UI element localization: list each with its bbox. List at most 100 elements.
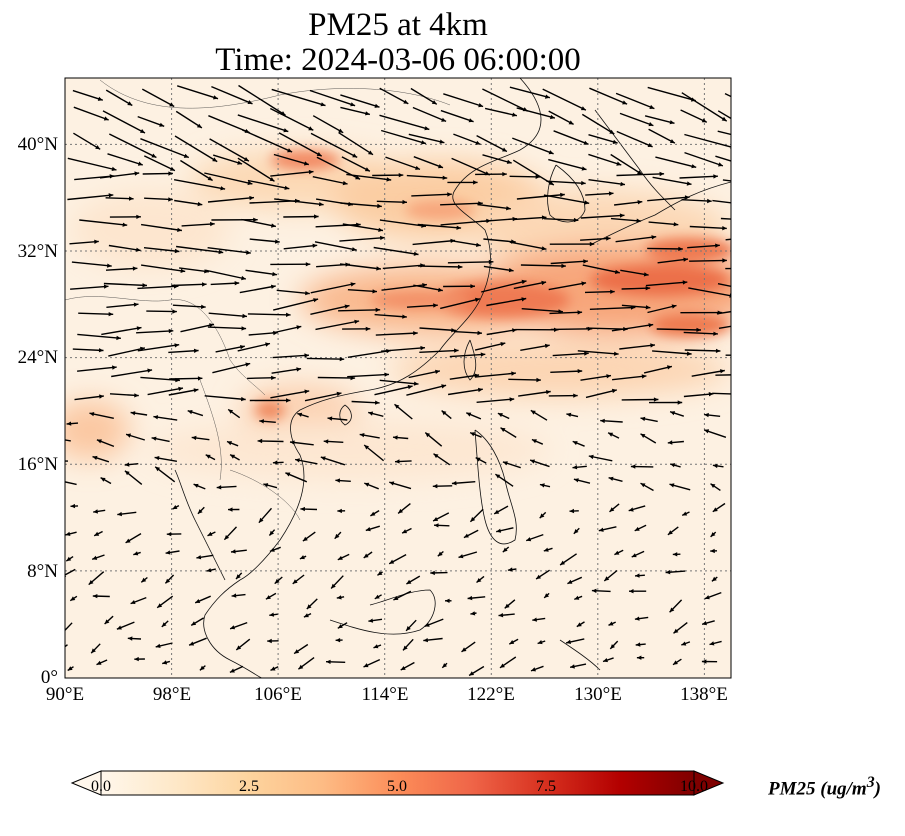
wind-vector (619, 344, 656, 350)
wind-vector (482, 154, 512, 164)
wind-vector-head (681, 641, 687, 646)
wind-vector-head (154, 456, 160, 461)
wind-vector-head (403, 99, 409, 104)
wind-vector (105, 197, 134, 200)
wind-vector-head (606, 236, 611, 241)
wind-vector (78, 312, 114, 315)
wind-vector-head (355, 175, 361, 180)
wind-vector-head (509, 640, 515, 645)
wind-vector-head (302, 536, 308, 542)
wind-vector-head (350, 102, 356, 107)
wind-vector (314, 241, 357, 251)
lon-label-122: 122°E (467, 684, 515, 705)
wind-vector (509, 86, 551, 99)
wind-vector (108, 347, 146, 357)
wind-vector-head (463, 533, 469, 538)
wind-vector (237, 157, 275, 182)
wind-vector (520, 264, 566, 267)
wind-vector-head (155, 643, 161, 648)
wind-vector-head (591, 588, 597, 593)
wind-vector-head (304, 389, 310, 394)
wind-vector (411, 193, 452, 197)
wind-vector-head (241, 326, 247, 331)
wind-vector-head (750, 137, 755, 141)
wind-vector (312, 176, 348, 185)
wind-vector-head (228, 409, 234, 414)
wind-vector-head (271, 223, 276, 228)
wind-vector-head (584, 200, 590, 205)
wind-vector-head (610, 644, 615, 649)
wind-vector-head (292, 579, 298, 584)
wind-vector-head (199, 665, 205, 671)
wind-vector (180, 159, 213, 182)
wind-vector-head (228, 507, 233, 512)
wind-vector (684, 151, 724, 167)
wind-vector (657, 258, 689, 264)
wind-vector-head (413, 381, 419, 386)
wind-vector (417, 223, 462, 229)
wind-vector (73, 132, 101, 150)
wind-vector (550, 370, 583, 373)
wind-vector-head (249, 195, 254, 201)
wind-vector-head (616, 161, 622, 166)
wind-vector-head (212, 157, 218, 162)
wind-vector (342, 223, 384, 232)
wind-vector-head (253, 217, 258, 222)
lon-label-106: 106°E (254, 684, 302, 705)
wind-vector (691, 369, 725, 377)
wind-vector (310, 132, 358, 159)
wind-vector-head (682, 511, 688, 516)
wind-vector-head (157, 603, 163, 608)
wind-vector (385, 156, 421, 171)
wind-vector-head (354, 319, 360, 324)
wind-vector (612, 375, 647, 381)
wind-vector-head (637, 170, 642, 175)
wind-vector-head (398, 173, 404, 178)
lon-label-90: 90°E (45, 684, 85, 705)
colorbar-gradient (100, 770, 695, 796)
wind-vector (509, 175, 541, 178)
wind-vector (512, 216, 547, 221)
wind-vector-head (441, 410, 447, 416)
wind-vector-head (112, 365, 117, 370)
wind-vector-head (162, 660, 168, 665)
wind-vector-head (504, 603, 510, 609)
wind-vector-head (245, 362, 251, 367)
wind-vector (611, 323, 654, 332)
wind-vector (304, 392, 342, 402)
wind-vector-head (570, 664, 575, 669)
pm25-field (65, 78, 756, 678)
wind-vector-head (103, 116, 109, 121)
wind-vector-head (686, 351, 692, 356)
wind-vector-head (537, 640, 543, 645)
wind-vector (684, 349, 721, 352)
wind-vector-head (402, 314, 407, 319)
wind-vector (449, 353, 486, 358)
wind-vector-head (751, 182, 756, 186)
wind-vector-head (622, 100, 628, 105)
wind-vector-head (285, 472, 291, 477)
wind-vector-head (704, 595, 710, 600)
wind-vector-head (544, 593, 549, 598)
wind-vector-head (174, 248, 180, 254)
wind-vector (137, 285, 179, 290)
wind-vector (486, 297, 527, 307)
wind-vector (408, 370, 441, 379)
wind-vector-head (377, 203, 382, 209)
wind-vector-head (678, 246, 683, 252)
wind-vector-head (344, 304, 350, 309)
wind-vector-head (637, 200, 643, 205)
wind-vector (147, 387, 184, 396)
wind-vector-head (298, 664, 304, 670)
wind-vector (548, 158, 587, 171)
wind-vector (249, 238, 280, 243)
wind-vector (412, 239, 456, 246)
wind-vector (453, 133, 481, 146)
wind-vector (143, 247, 180, 253)
wind-vector-head (327, 416, 333, 421)
wind-vector (146, 310, 177, 313)
wind-vector (269, 107, 314, 131)
wind-vector (585, 192, 614, 196)
wind-vector (106, 303, 139, 308)
wind-vector (79, 219, 128, 226)
